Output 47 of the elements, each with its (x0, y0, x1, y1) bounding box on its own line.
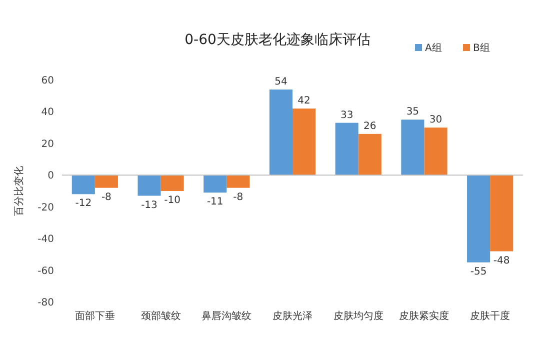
data-label: -55 (470, 266, 487, 278)
y-axis-title: 百分比变化 (13, 166, 25, 216)
bar (335, 122, 358, 176)
data-label: 54 (274, 76, 288, 88)
bar (94, 175, 118, 188)
y-tick-label: -40 (38, 234, 54, 246)
x-tick-label: 皮肤均匀度 (333, 310, 384, 322)
bar (72, 175, 95, 194)
bar (467, 175, 490, 262)
bar (269, 90, 292, 176)
legend-label: A组 (425, 42, 442, 54)
data-label: -11 (206, 196, 224, 208)
x-tick-label: 皮肤干度 (470, 310, 510, 322)
chart-title: 0-60天皮肤老化迹象临床评估 (184, 32, 370, 48)
y-tick-label: -60 (38, 266, 54, 277)
data-label: -48 (493, 255, 510, 266)
x-tick-label: 皮肤紧实度 (399, 310, 450, 322)
y-tick-label: 60 (41, 76, 54, 86)
data-label: -12 (75, 198, 92, 210)
legend-label: B组 (473, 42, 490, 54)
x-tick-label: 鼻唇沟皱纹 (202, 310, 252, 322)
data-label: -8 (233, 192, 244, 203)
data-label: 42 (298, 96, 310, 107)
x-tick-label: 颈部皱纹 (140, 310, 181, 322)
y-tick-label: 0 (48, 170, 54, 182)
bar (292, 108, 316, 176)
data-label: 30 (429, 114, 442, 126)
bar (138, 175, 161, 196)
data-label: 33 (340, 110, 354, 121)
y-tick-label: -80 (38, 298, 54, 308)
bar (160, 175, 184, 191)
data-label: -13 (141, 200, 158, 211)
x-tick-label: 皮肤光泽 (272, 310, 312, 322)
data-label: -8 (101, 192, 112, 203)
bar (424, 128, 448, 176)
y-tick-label: 20 (41, 138, 54, 150)
data-label: 35 (406, 106, 420, 118)
bar (358, 134, 382, 176)
bar (490, 175, 514, 252)
y-tick-label: -20 (38, 202, 54, 214)
y-tick-label: 40 (41, 107, 54, 118)
bar (401, 120, 424, 176)
data-label: 26 (364, 120, 376, 132)
bar (204, 175, 227, 193)
bar (226, 175, 250, 188)
x-tick-label: 面部下垂 (74, 310, 115, 322)
data-label: -10 (164, 195, 180, 206)
